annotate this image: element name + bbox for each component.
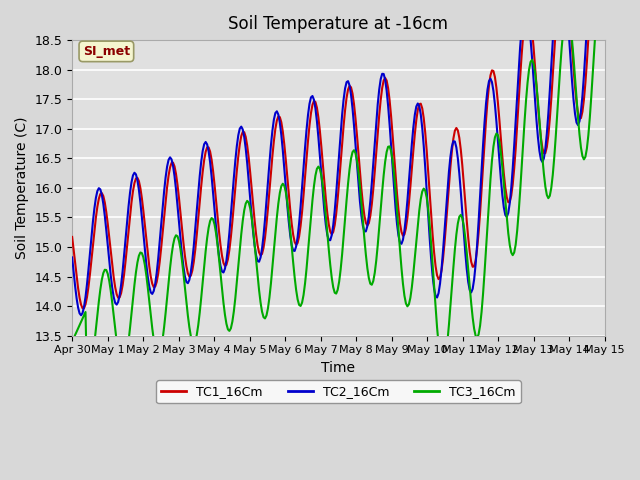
TC1_16Cm: [246, 169, 254, 175]
TC1_16Cm: [228, 219, 236, 225]
TC3_16Cm: [303, 266, 310, 272]
Text: SI_met: SI_met: [83, 45, 130, 58]
TC1_16Cm: [68, 234, 76, 240]
TC2_16Cm: [77, 312, 85, 318]
Legend: TC1_16Cm, TC2_16Cm, TC3_16Cm: TC1_16Cm, TC2_16Cm, TC3_16Cm: [156, 380, 521, 403]
TC2_16Cm: [135, 187, 143, 192]
TC2_16Cm: [573, 120, 580, 125]
TC3_16Cm: [255, 287, 263, 293]
TC3_16Cm: [68, 339, 76, 345]
Y-axis label: Soil Temperature (C): Soil Temperature (C): [15, 117, 29, 259]
TC2_16Cm: [255, 259, 263, 264]
TC3_16Cm: [135, 253, 143, 259]
TC3_16Cm: [573, 95, 580, 101]
TC3_16Cm: [83, 378, 91, 384]
TC3_16Cm: [246, 205, 254, 211]
TC2_16Cm: [246, 195, 254, 201]
TC1_16Cm: [255, 250, 263, 255]
X-axis label: Time: Time: [321, 361, 355, 375]
TC1_16Cm: [79, 305, 86, 311]
TC3_16Cm: [228, 319, 236, 324]
Line: TC2_16Cm: TC2_16Cm: [72, 0, 605, 315]
Line: TC1_16Cm: TC1_16Cm: [72, 0, 605, 308]
TC2_16Cm: [303, 127, 310, 133]
TC2_16Cm: [601, 0, 609, 5]
Title: Soil Temperature at -16cm: Soil Temperature at -16cm: [228, 15, 449, 33]
Line: TC3_16Cm: TC3_16Cm: [72, 0, 605, 381]
TC1_16Cm: [135, 178, 143, 184]
TC1_16Cm: [573, 99, 580, 105]
TC2_16Cm: [228, 193, 236, 199]
TC2_16Cm: [68, 254, 76, 260]
TC1_16Cm: [303, 156, 310, 161]
